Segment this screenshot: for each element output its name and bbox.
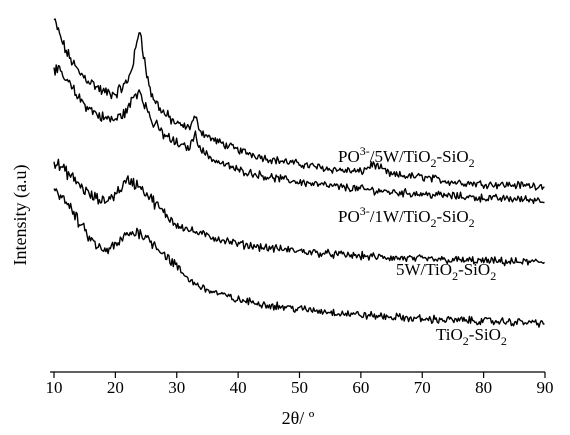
traces [53, 18, 545, 328]
x-tick-label-90: 90 [537, 378, 554, 397]
series-trace-2 [53, 64, 545, 205]
x-tick-label-70: 70 [414, 378, 431, 397]
x-ticks [53, 372, 546, 378]
x-tick-label-40: 40 [230, 378, 247, 397]
x-tick-label-20: 20 [107, 378, 124, 397]
series-trace-4 [53, 188, 545, 328]
x-tick-label-50: 50 [291, 378, 308, 397]
x-tick-label-80: 80 [475, 378, 492, 397]
series-label-2: PO3-/1W/TiO2-SiO2 [338, 204, 475, 230]
series-trace-3 [53, 158, 545, 267]
series-labels: PO3-/5W/TiO2-SiO2 PO3-/1W/TiO2-SiO2 5W/TiO… [338, 144, 507, 348]
series-label-3: 5W/TiO2-SiO2 [396, 260, 496, 283]
x-tick-label-10: 10 [46, 378, 63, 397]
series-label-4: TiO2-SiO2 [436, 325, 507, 348]
series-label-1: PO3-/5W/TiO2-SiO2 [338, 144, 475, 170]
x-axis-title: 2θ/ º [282, 408, 315, 428]
x-tick-labels: 10 20 30 40 50 60 70 80 90 [46, 378, 554, 397]
series-trace-1 [53, 18, 545, 191]
y-axis-title: Intensity (a.u) [10, 165, 31, 266]
x-tick-label-30: 30 [168, 378, 185, 397]
x-tick-label-60: 60 [352, 378, 369, 397]
